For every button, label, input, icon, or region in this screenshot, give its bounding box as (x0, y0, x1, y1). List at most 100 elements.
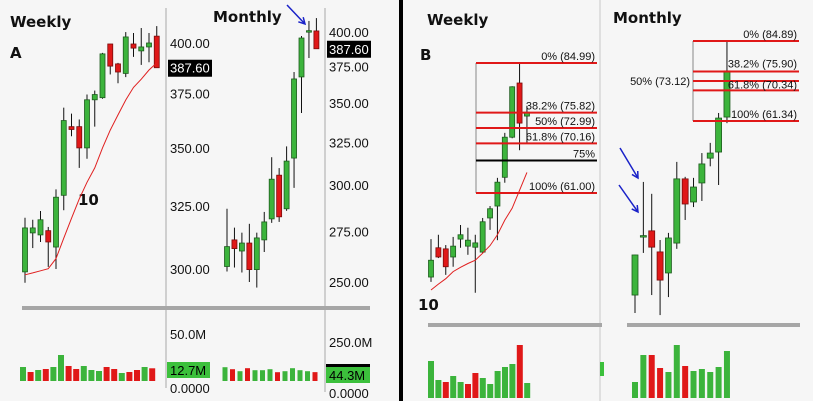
candle-body (91, 94, 98, 101)
y-tick-label: 350.00 (170, 141, 210, 156)
y-tick-label: 350.00 (329, 96, 369, 111)
candle-body (450, 245, 457, 258)
ma-label: 10 (78, 191, 99, 209)
volume-bar (516, 345, 523, 398)
last-price-box (168, 59, 212, 77)
candle-body (723, 70, 731, 118)
volume-bar (103, 367, 110, 381)
volume-bar (297, 370, 303, 381)
last-price-box (327, 40, 371, 58)
volume-bar (657, 368, 664, 398)
volume-bar (723, 351, 730, 398)
arrow-head (298, 17, 307, 26)
candle-body (313, 30, 320, 50)
volume-bar (267, 369, 273, 381)
candle-body (115, 63, 121, 73)
volume-bar (690, 371, 697, 398)
volume-bar (450, 376, 457, 398)
candle-body (435, 247, 442, 258)
candle-body (306, 30, 312, 33)
candle-body (428, 259, 434, 278)
candle-body (107, 43, 114, 67)
candle-body (715, 117, 722, 153)
volume-bar (35, 370, 42, 381)
volume-bar (88, 370, 95, 381)
volume-bar (50, 367, 57, 381)
candle-body (22, 227, 28, 273)
candle-body (68, 126, 75, 130)
last-volume-label: 12.7M (170, 363, 206, 378)
monthly-b-title: Monthly (613, 9, 682, 27)
candle-body (501, 136, 508, 178)
candle-body (457, 234, 464, 240)
candle-body (283, 160, 290, 210)
fib-level-label: 0% (84.89) (743, 29, 797, 41)
candlestick-series (631, 41, 731, 316)
fib-level-label: 61.8% (70.16) (526, 131, 595, 143)
volume-bar (245, 368, 250, 381)
last-volume-label: 44.3M (329, 368, 365, 383)
candle-body (516, 82, 523, 124)
candle-body (253, 237, 260, 270)
y-tick-label: 300.00 (329, 178, 369, 193)
volume-bar (141, 367, 148, 381)
y-tick-label: 325.00 (329, 135, 369, 150)
volume-bar (707, 372, 714, 398)
volume-bar (715, 367, 722, 398)
fib-level-label: 61.8% (70.34) (728, 79, 797, 91)
last-volume-box-top (326, 364, 370, 367)
volume-bar (42, 369, 49, 381)
candlestick-series (22, 26, 160, 283)
price-volume-separator (22, 306, 370, 310)
fib-level-label: 50% (73.12) (630, 76, 690, 88)
fib-level-label: 100% (61.34) (731, 109, 797, 121)
candle-body (153, 35, 160, 69)
candle-body (261, 221, 268, 241)
candle-body (45, 230, 52, 243)
candle-body (494, 181, 501, 207)
volume-zero-label: 0.0000 (329, 386, 369, 401)
volume-bar (457, 382, 464, 398)
candle-body (631, 254, 639, 296)
volume-bar (509, 364, 516, 398)
arrow-shaft (619, 147, 639, 179)
candle-body (291, 78, 297, 159)
volume-bar (487, 384, 494, 398)
arrow-head (631, 170, 639, 180)
candle-body (698, 163, 706, 184)
fib-level-label: 0% (84.99) (541, 51, 595, 63)
volume-bar (648, 355, 655, 398)
panel-b-label: B (420, 46, 431, 64)
volume-bar (682, 366, 689, 398)
fib-level-label: 38.2% (75.90) (728, 59, 797, 71)
volume-bar (260, 370, 265, 381)
candle-body (84, 99, 90, 149)
volume-bar (222, 367, 228, 381)
y-tick-label: 400.00 (329, 25, 369, 40)
volume-bar (149, 368, 156, 381)
weekly-a-title: Weekly (10, 13, 71, 31)
volume-bar (230, 369, 235, 381)
y-tick-label: 300.00 (170, 262, 210, 277)
arrow-shaft (618, 184, 639, 213)
volume-bar (73, 369, 80, 381)
weekly-b-title: Weekly (427, 11, 488, 29)
volume-bar (126, 372, 133, 381)
candle-body (130, 43, 137, 49)
volume-bar (524, 383, 531, 398)
candle-body (37, 219, 44, 236)
volume-bar (252, 370, 258, 381)
arrow-icon (286, 4, 307, 26)
candle-body (298, 37, 305, 78)
panel-a-label: A (10, 44, 22, 62)
candle-body (276, 174, 283, 218)
candle-body (648, 230, 656, 248)
price-volume-separator (428, 323, 602, 327)
candle-body (99, 53, 106, 99)
volume-bar (134, 370, 140, 381)
volume-bar (479, 378, 486, 398)
candle-body (60, 120, 67, 196)
panel-divider (399, 0, 403, 401)
volume-bar (465, 384, 471, 398)
